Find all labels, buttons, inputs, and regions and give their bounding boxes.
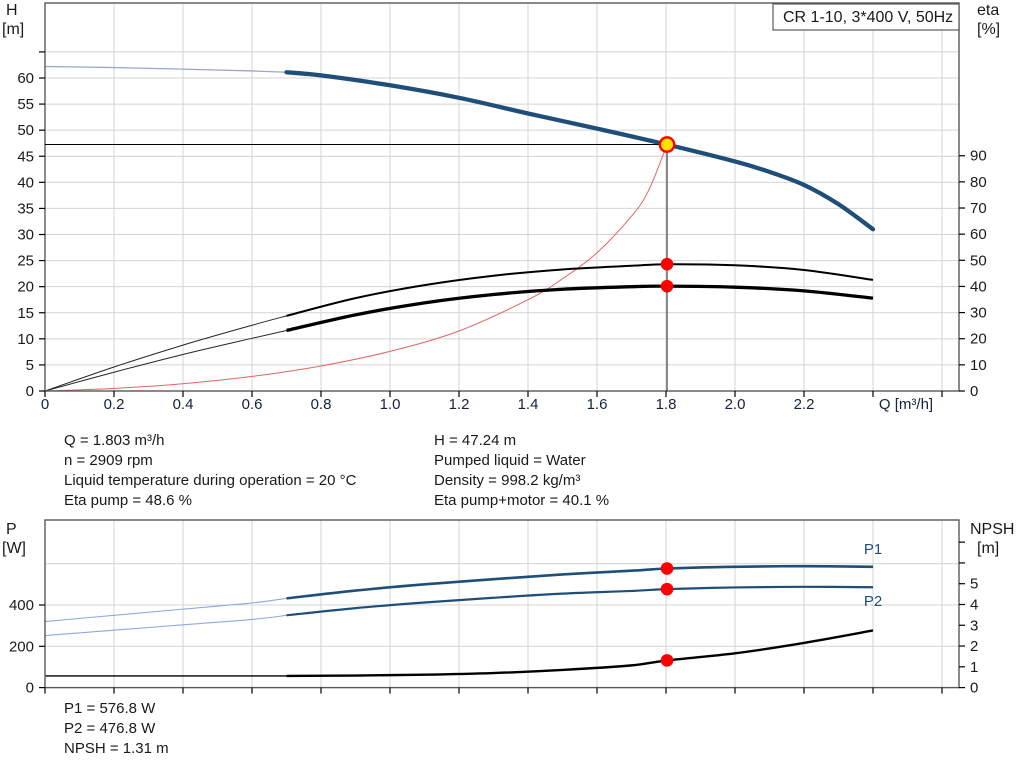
svg-text:4: 4: [970, 596, 978, 613]
svg-text:400: 400: [9, 597, 34, 614]
svg-text:0.8: 0.8: [311, 396, 332, 413]
svg-text:2: 2: [970, 638, 978, 655]
svg-text:1.4: 1.4: [518, 396, 539, 413]
svg-text:0: 0: [970, 680, 978, 697]
svg-text:P1: P1: [864, 541, 882, 558]
svg-text:[m]: [m]: [2, 21, 24, 38]
svg-text:0: 0: [41, 396, 49, 413]
svg-text:0.6: 0.6: [242, 396, 263, 413]
svg-text:25: 25: [17, 253, 34, 270]
svg-text:15: 15: [17, 305, 34, 322]
svg-text:eta: eta: [977, 2, 999, 19]
svg-text:1.2: 1.2: [449, 396, 470, 413]
svg-text:20: 20: [970, 331, 987, 348]
svg-text:Q [m³/h]: Q [m³/h]: [879, 396, 933, 413]
svg-text:P: P: [6, 521, 17, 538]
svg-text:50: 50: [17, 122, 34, 139]
svg-text:20: 20: [17, 279, 34, 296]
svg-text:1.6: 1.6: [587, 396, 608, 413]
svg-text:P2: P2: [864, 593, 882, 610]
svg-text:0: 0: [970, 383, 978, 400]
svg-text:70: 70: [970, 200, 987, 217]
svg-text:CR 1-10, 3*400 V, 50Hz: CR 1-10, 3*400 V, 50Hz: [783, 9, 953, 26]
svg-text:NPSH: NPSH: [970, 521, 1014, 538]
svg-text:45: 45: [17, 148, 34, 165]
svg-text:H: H: [6, 2, 18, 19]
svg-text:5: 5: [970, 576, 978, 593]
svg-text:35: 35: [17, 200, 34, 217]
svg-text:1: 1: [970, 659, 978, 676]
svg-text:200: 200: [9, 638, 34, 655]
svg-text:3: 3: [970, 617, 978, 634]
svg-text:0.2: 0.2: [104, 396, 125, 413]
svg-text:50: 50: [970, 252, 987, 269]
svg-text:40: 40: [970, 278, 987, 295]
svg-text:10: 10: [17, 331, 34, 348]
svg-text:10: 10: [970, 357, 987, 374]
svg-text:55: 55: [17, 96, 34, 113]
svg-text:60: 60: [970, 226, 987, 243]
svg-text:0: 0: [26, 383, 34, 400]
svg-text:1.8: 1.8: [656, 396, 677, 413]
svg-text:[m]: [m]: [977, 540, 999, 557]
svg-text:2.0: 2.0: [725, 396, 746, 413]
svg-text:30: 30: [970, 305, 987, 322]
svg-text:90: 90: [970, 148, 987, 165]
svg-text:40: 40: [17, 174, 34, 191]
svg-text:0.4: 0.4: [173, 396, 194, 413]
svg-text:5: 5: [26, 357, 34, 374]
svg-text:80: 80: [970, 174, 987, 191]
svg-text:2.2: 2.2: [794, 396, 815, 413]
svg-text:0: 0: [26, 680, 34, 697]
svg-text:1.0: 1.0: [380, 396, 401, 413]
svg-text:60: 60: [17, 70, 34, 87]
svg-text:[W]: [W]: [2, 540, 26, 557]
svg-text:30: 30: [17, 227, 34, 244]
svg-text:[%]: [%]: [977, 21, 1000, 38]
